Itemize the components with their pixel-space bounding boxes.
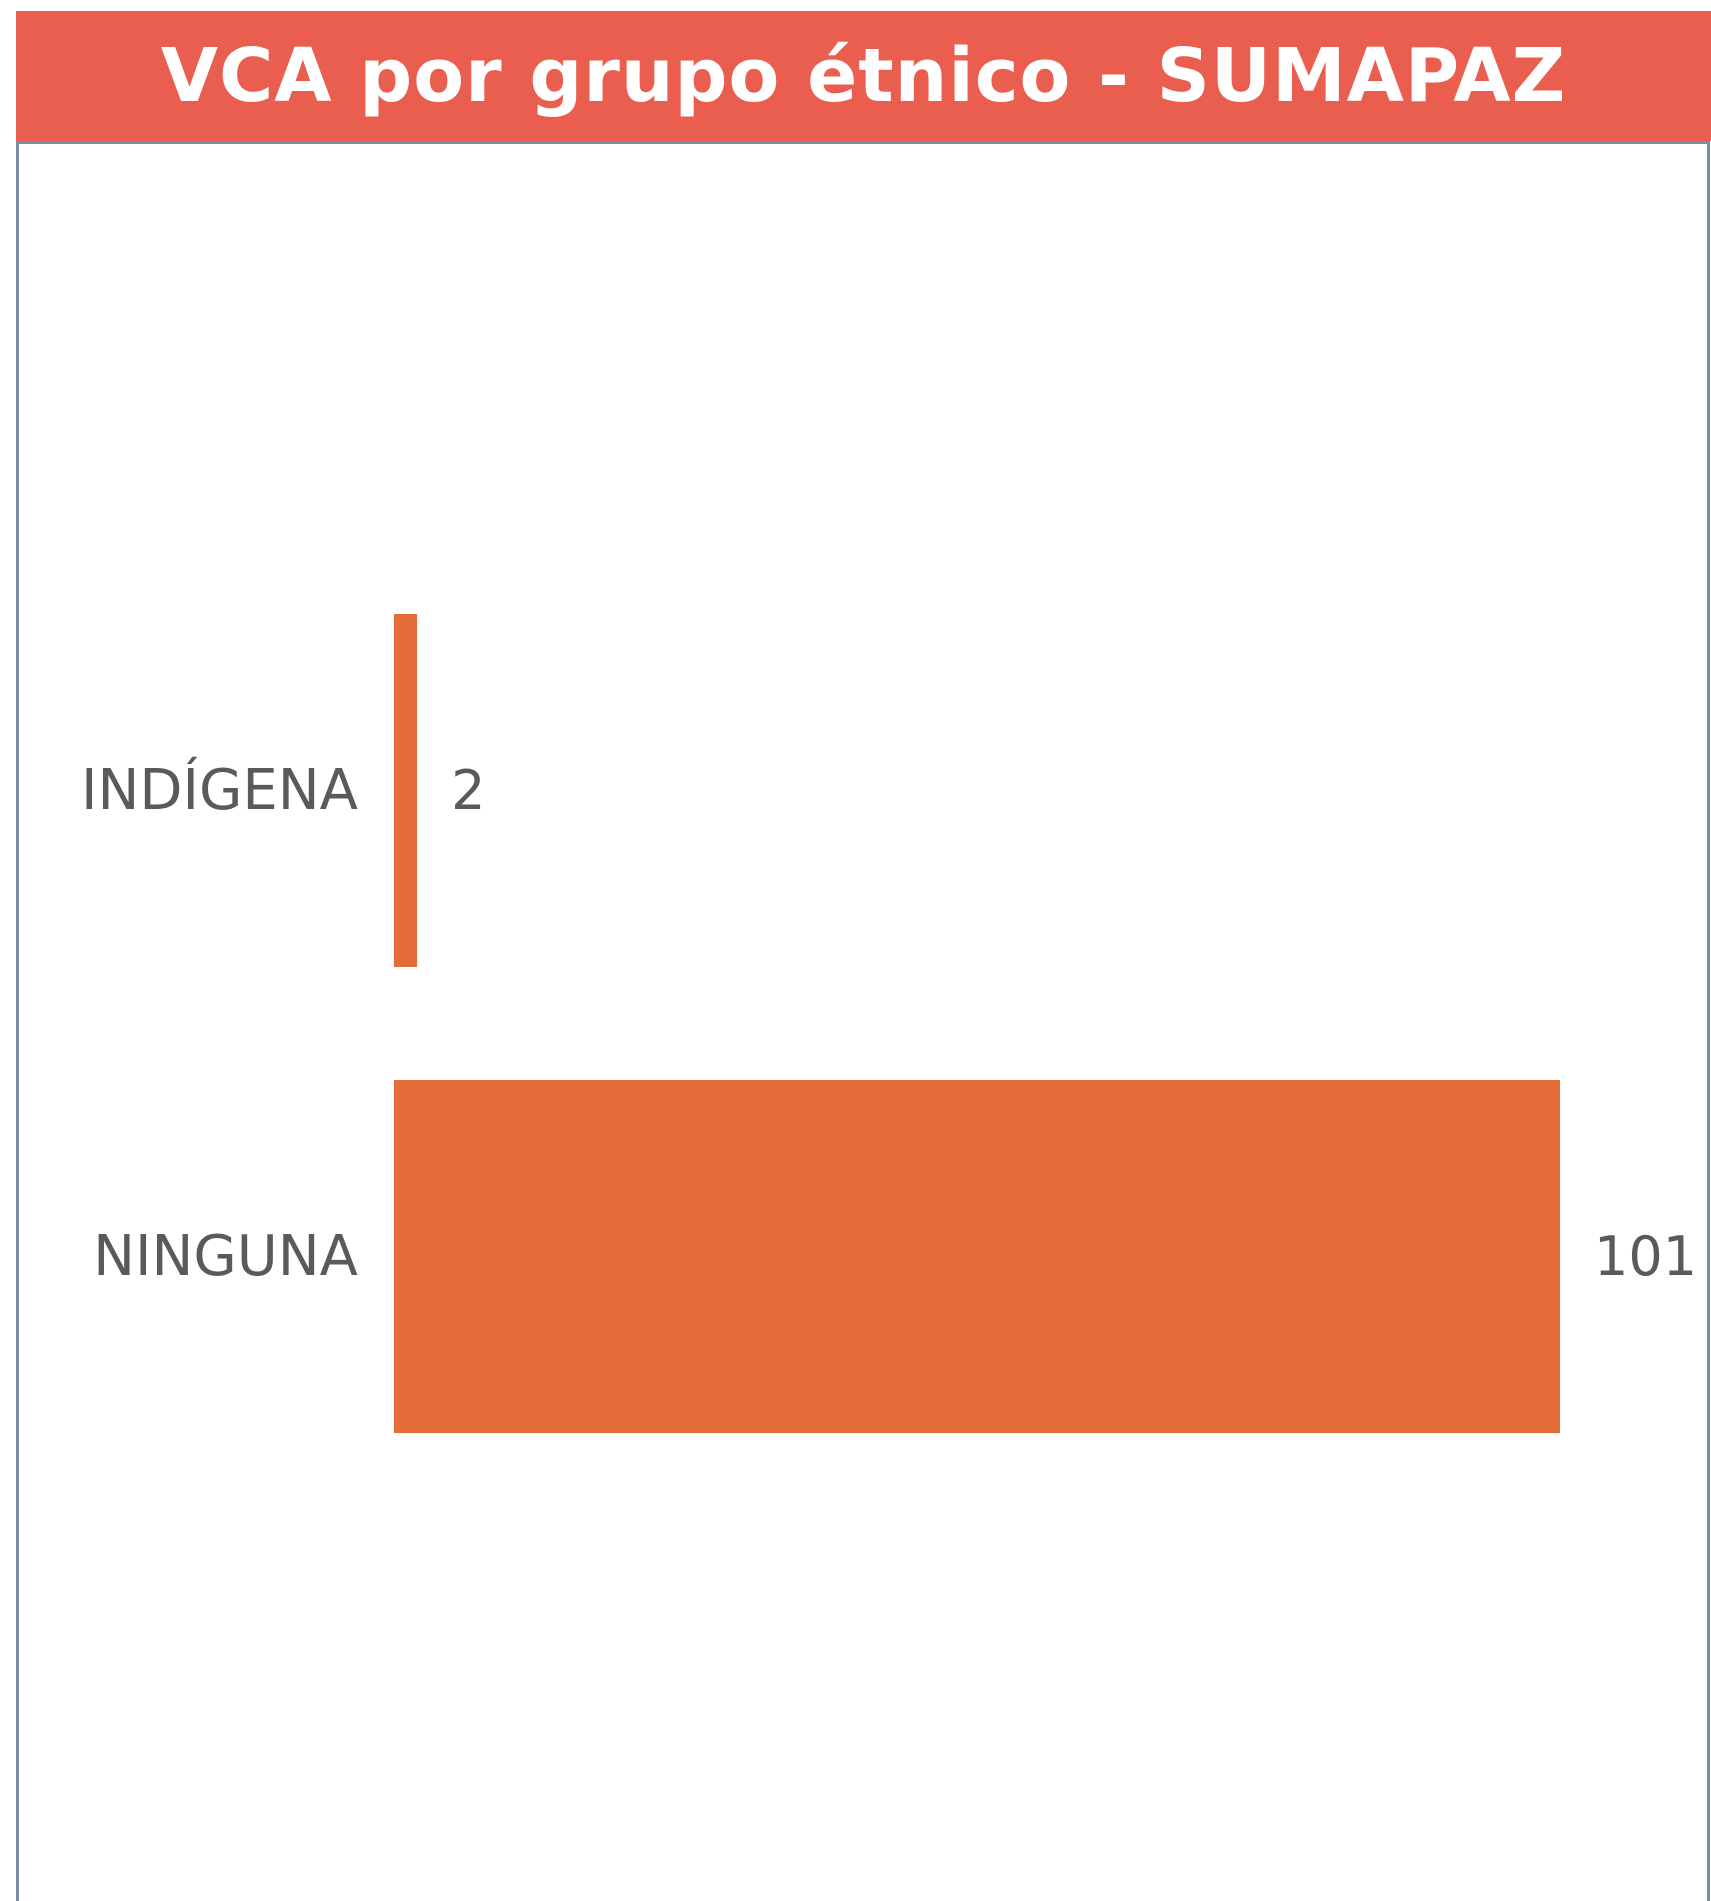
bar-0 — [394, 614, 418, 967]
value-label-0: 2 — [451, 759, 485, 822]
chart-panel — [16, 141, 1710, 1901]
category-label-1: NINGUNA — [93, 1224, 358, 1289]
bar-1 — [394, 1080, 1560, 1433]
value-label-1: 101 — [1594, 1225, 1697, 1288]
category-label-0: INDÍGENA — [81, 757, 358, 823]
chart-header: VCA por grupo étnico - SUMAPAZ — [16, 11, 1711, 141]
chart-title: VCA por grupo étnico - SUMAPAZ — [160, 33, 1567, 119]
